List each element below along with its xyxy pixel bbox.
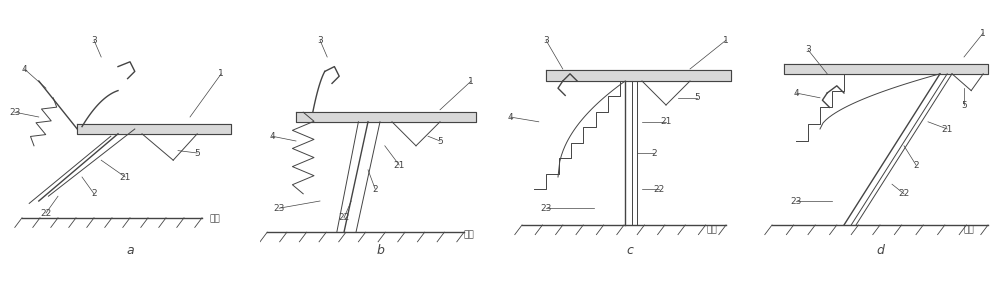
Text: 地面: 地面 bbox=[209, 214, 220, 223]
Text: 4: 4 bbox=[269, 132, 275, 141]
Text: 地面: 地面 bbox=[964, 225, 975, 234]
Text: b: b bbox=[376, 244, 384, 257]
Text: 5: 5 bbox=[961, 100, 967, 109]
Text: 5: 5 bbox=[694, 93, 700, 102]
Text: d: d bbox=[876, 244, 884, 257]
Text: 23: 23 bbox=[9, 108, 20, 117]
Text: 3: 3 bbox=[805, 45, 811, 54]
Polygon shape bbox=[784, 64, 988, 74]
Text: 2: 2 bbox=[651, 149, 657, 158]
Text: 1: 1 bbox=[468, 76, 474, 85]
Text: 23: 23 bbox=[540, 204, 552, 213]
Text: c: c bbox=[627, 244, 633, 257]
Text: 4: 4 bbox=[22, 65, 27, 74]
Text: 4: 4 bbox=[507, 113, 513, 122]
Text: 2: 2 bbox=[372, 184, 378, 193]
Text: 1: 1 bbox=[980, 28, 986, 38]
Text: 1: 1 bbox=[218, 69, 224, 78]
Text: 23: 23 bbox=[790, 197, 802, 206]
Text: a: a bbox=[126, 244, 134, 257]
Text: 3: 3 bbox=[91, 36, 97, 45]
Polygon shape bbox=[296, 112, 476, 122]
Polygon shape bbox=[546, 70, 731, 81]
Text: 23: 23 bbox=[274, 204, 285, 213]
Text: 5: 5 bbox=[194, 149, 200, 158]
Text: 21: 21 bbox=[942, 124, 953, 133]
Text: 5: 5 bbox=[437, 136, 443, 146]
Text: 2: 2 bbox=[91, 189, 97, 198]
Text: 22: 22 bbox=[898, 189, 910, 198]
Text: 1: 1 bbox=[723, 36, 729, 45]
Text: 21: 21 bbox=[660, 117, 672, 126]
Text: 22: 22 bbox=[40, 208, 52, 217]
Text: 22: 22 bbox=[338, 213, 350, 222]
Text: 地面: 地面 bbox=[707, 225, 718, 234]
Polygon shape bbox=[77, 124, 231, 134]
Text: 4: 4 bbox=[793, 89, 799, 98]
Text: 3: 3 bbox=[317, 36, 323, 45]
Text: 21: 21 bbox=[394, 160, 405, 169]
Text: 3: 3 bbox=[543, 36, 549, 45]
Text: 2: 2 bbox=[913, 160, 919, 169]
Text: 21: 21 bbox=[120, 173, 131, 182]
Text: 22: 22 bbox=[653, 184, 664, 193]
Text: 地面: 地面 bbox=[464, 230, 475, 239]
